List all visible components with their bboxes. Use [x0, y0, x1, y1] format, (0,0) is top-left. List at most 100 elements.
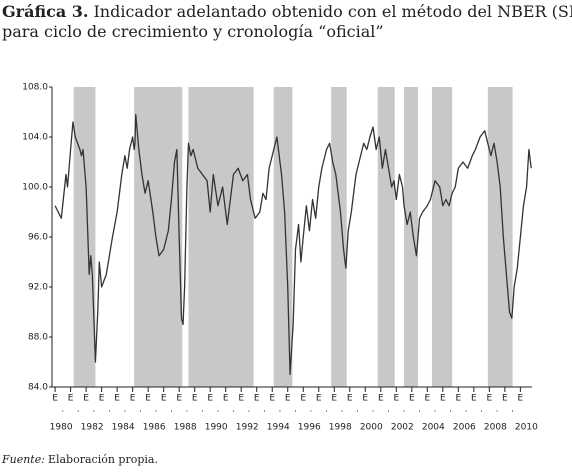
year-label: 1992	[236, 423, 259, 433]
x-minor-tick-label: .	[92, 405, 95, 415]
x-minor-tick-label: .	[403, 405, 406, 415]
x-tick-label: E	[331, 394, 337, 404]
x-minor-tick-label: .	[248, 405, 251, 415]
x-tick-label: E	[300, 394, 306, 404]
y-tick-label: 96.0	[28, 233, 48, 243]
x-tick-label: E	[378, 394, 384, 404]
x-minor-tick-label: .	[232, 405, 235, 415]
x-tick-label: E	[176, 394, 182, 404]
x-tick-label: E	[161, 394, 167, 404]
chart-title: Gráfica 3. Indicador adelantado obtenido …	[2, 2, 572, 21]
x-minor-tick-label: .	[325, 405, 328, 415]
shaded-period	[431, 87, 453, 387]
x-minor-tick-label: .	[496, 405, 499, 415]
x-minor-tick-label: .	[154, 405, 157, 415]
x-tick-label: E	[130, 394, 136, 404]
x-tick-label: E	[362, 394, 368, 404]
y-tick-label: 88.0	[28, 333, 48, 343]
x-minor-tick-label: .	[356, 405, 359, 415]
x-minor-tick-label: .	[170, 405, 173, 415]
x-minor-tick-label: .	[201, 405, 204, 415]
x-tick-label: E	[393, 394, 399, 404]
source-label: Fuente:	[1, 453, 45, 466]
x-tick-label: E	[83, 394, 89, 404]
x-minor-tick-label: .	[372, 405, 375, 415]
x-tick-label: E	[440, 394, 446, 404]
x-minor-tick-label: .	[263, 405, 266, 415]
x-minor-tick-label: .	[217, 405, 220, 415]
x-minor-tick-label: .	[279, 405, 282, 415]
x-tick-label: E	[487, 394, 493, 404]
x-minor-tick-label: .	[511, 405, 514, 415]
x-tick-label: E	[68, 394, 74, 404]
year-label: 1990	[205, 423, 228, 433]
x-minor-tick-label: .	[310, 405, 313, 415]
shaded-period	[73, 87, 96, 387]
shaded-period	[273, 87, 293, 387]
shaded-period	[331, 87, 347, 387]
year-label: 2002	[391, 423, 414, 433]
year-label: 1986	[143, 423, 166, 433]
shaded-period	[377, 87, 395, 387]
x-tick-label: E	[518, 394, 524, 404]
x-tick-label: E	[316, 394, 322, 404]
x-minor-tick-label: .	[77, 405, 80, 415]
year-label: 1998	[329, 423, 352, 433]
x-minor-tick-label: .	[108, 405, 111, 415]
x-minor-tick-label: .	[480, 405, 483, 415]
y-tick-label: 92.0	[28, 283, 48, 293]
x-minor-tick-label: .	[185, 405, 188, 415]
year-label: 1994	[267, 423, 290, 433]
x-tick-label: E	[238, 394, 244, 404]
x-minor-tick-label: .	[139, 405, 142, 415]
data-line	[54, 113, 532, 376]
y-tick-label: 84.0	[28, 383, 48, 393]
y-tick-label: 100.0	[22, 183, 48, 193]
x-tick-label: E	[192, 394, 198, 404]
y-tick-label: 108.0	[22, 83, 48, 93]
shaded-period	[404, 87, 419, 387]
title-line: Indicador adelantado obtenido con el mét…	[93, 2, 572, 21]
y-tick-label: 104.0	[22, 133, 48, 143]
x-tick-label: E	[99, 394, 105, 404]
year-label: 2008	[484, 423, 507, 433]
x-tick-label: E	[114, 394, 120, 404]
x-tick-label: E	[145, 394, 151, 404]
x-minor-tick-label: .	[341, 405, 344, 415]
year-label: 1984	[112, 423, 135, 433]
year-label: 2006	[453, 423, 476, 433]
title-label: Gráfica 3.	[2, 2, 88, 21]
source-text: Elaboración propia.	[48, 453, 158, 466]
shaded-period	[134, 87, 183, 387]
year-label: 1988	[174, 423, 197, 433]
x-tick-label: E	[207, 394, 213, 404]
year-label: 1982	[81, 423, 104, 433]
x-tick-label: E	[409, 394, 415, 404]
x-tick-label: E	[347, 394, 353, 404]
year-label: 2000	[360, 423, 383, 433]
x-minor-tick-label: .	[449, 405, 452, 415]
year-label: 2010	[515, 423, 538, 433]
source: Fuente: Elaboración propia.	[1, 453, 158, 466]
x-tick-label: E	[269, 394, 275, 404]
x-tick-label: E	[223, 394, 229, 404]
x-minor-tick-label: .	[387, 405, 390, 415]
year-label: 1980	[50, 423, 73, 433]
x-minor-tick-label: .	[418, 405, 421, 415]
x-minor-tick-label: .	[61, 405, 64, 415]
x-minor-tick-label: .	[434, 405, 437, 415]
x-minor-tick-label: .	[465, 405, 468, 415]
year-label: 2004	[422, 423, 445, 433]
x-tick-label: E	[52, 394, 58, 404]
x-tick-label: E	[502, 394, 508, 404]
shaded-period	[487, 87, 513, 387]
shaded-period	[188, 87, 254, 387]
x-tick-label: E	[455, 394, 461, 404]
title-line: para ciclo de crecimiento y cronología “…	[2, 22, 384, 41]
x-tick-label: E	[471, 394, 477, 404]
x-tick-label: E	[254, 394, 260, 404]
x-tick-label: E	[424, 394, 430, 404]
year-label: 1996	[298, 423, 321, 433]
